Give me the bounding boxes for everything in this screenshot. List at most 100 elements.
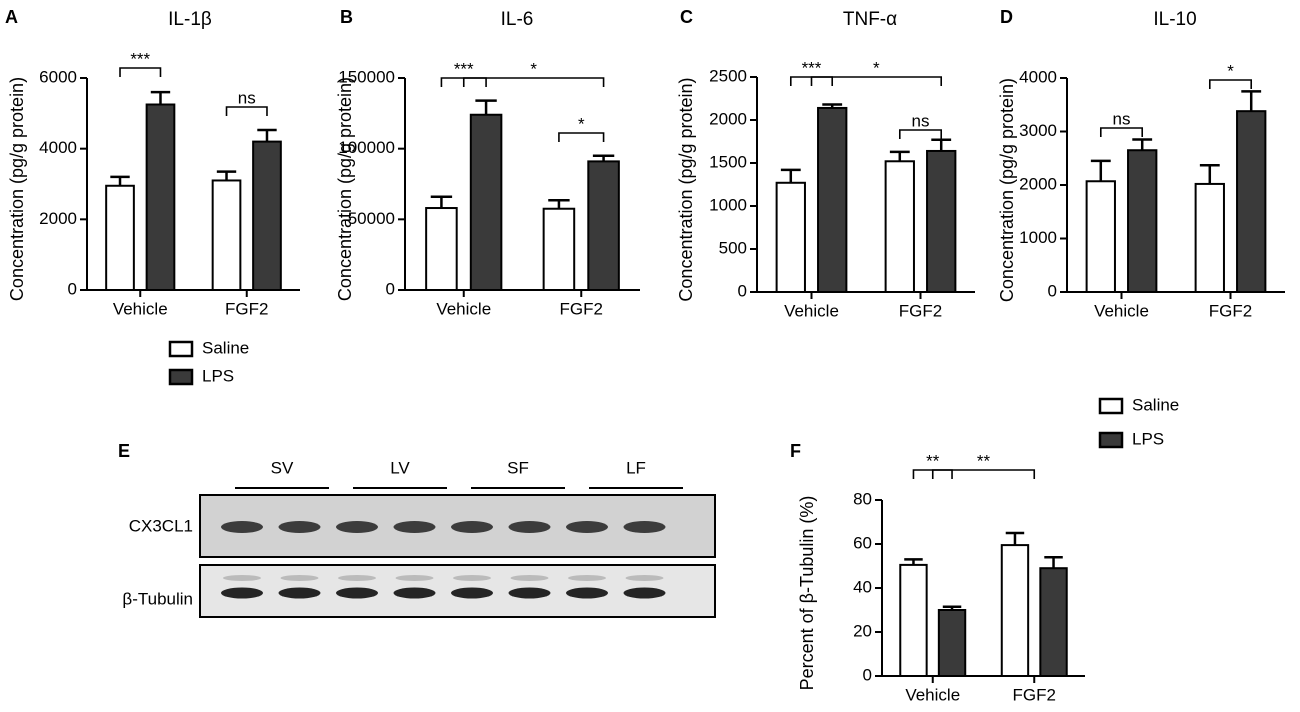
y-axis-label: Percent of β-Tubulin (%) [797,496,817,691]
legend-swatch [168,340,194,358]
faint-band [280,575,319,581]
bar [899,563,928,678]
protein-band [566,587,608,599]
protein-band [221,587,263,599]
faint-band [395,575,434,581]
faint-band [568,575,606,581]
y-tick-label: 80 [853,489,872,508]
bar [425,207,458,292]
lane-label: LF [626,458,646,477]
chart-title: IL-1β [168,9,212,30]
x-tick-label: Vehicle [1094,301,1149,320]
x-tick-label: FGF2 [225,299,268,318]
y-axis-label: Concentration (pg/g protein) [7,77,27,301]
protein-band [336,587,378,599]
bar [884,160,915,293]
significance-bracket [931,469,1036,479]
significance-bracket [119,67,162,77]
y-tick-label: 20 [853,621,872,640]
faint-band [338,575,376,581]
chart-title: IL-6 [501,9,534,30]
panel-letter: F [790,441,801,461]
x-tick-label: Vehicle [113,299,168,318]
y-tick-label: 500 [719,238,747,257]
significance-bracket [810,76,943,86]
bar [1000,544,1030,677]
significance-label: * [578,114,585,133]
y-axis-label: Concentration (pg/g protein) [676,77,696,301]
chart-panel: D IL-10 Concentration (pg/g protein) 0 1000 2… [997,7,1285,320]
bar [1085,180,1116,294]
chart-panel: F Percent of β-Tubulin (%) 0 20 40 60 80 Vehicl… [790,395,1179,704]
protein-band [336,521,378,533]
bar [469,113,503,291]
faint-band [625,575,664,581]
protein-band [221,521,263,533]
x-tick-label: FGF2 [1013,685,1056,704]
bar [1127,149,1158,293]
bar [937,609,967,677]
x-tick-label: FGF2 [1209,301,1252,320]
bar [1236,110,1267,293]
y-tick-label: 60 [853,533,872,552]
y-tick-label: 40 [853,577,872,596]
lane-label: SF [507,458,529,477]
y-tick-label: 2000 [1019,174,1057,193]
legend-swatch [1098,431,1124,449]
bar [145,103,176,291]
chart-panel: B IL-6 Concentration (pg/g protein) 0 50000 1… [335,7,640,318]
bar [926,149,957,293]
y-tick-label: 0 [863,665,872,684]
protein-band [451,521,493,533]
protein-band [508,521,551,533]
panel-letter: E [118,441,130,461]
legend-label: LPS [202,366,234,385]
protein-band [623,587,666,599]
chart-panel: C TNF-α Concentration (pg/g protein) 0 500 10… [676,7,975,320]
y-tick-label: 2000 [709,109,747,128]
protein-band [278,521,321,533]
western-blot: E SV LV SF LF CX3CL1 β-Tubulin [118,441,716,618]
protein-band [451,587,493,599]
y-tick-label: 2500 [709,66,747,85]
x-tick-label: Vehicle [436,299,491,318]
row-label: CX3CL1 [129,516,193,535]
significance-label: ** [926,451,940,470]
y-axis-label: Concentration (pg/g protein) [997,78,1017,302]
legend-label: Saline [1132,395,1179,414]
y-tick-label: 0 [68,279,77,298]
chart-title: IL-10 [1153,9,1196,30]
protein-band [623,521,666,533]
y-tick-label: 0 [738,281,747,300]
bar [542,207,576,292]
y-tick-label: 6000 [39,67,77,86]
bar [1039,567,1068,678]
legend-swatch [1098,397,1124,415]
protein-band [393,521,436,533]
row-label: β-Tubulin [122,589,193,608]
bar [252,140,282,291]
significance-label: ** [977,451,991,470]
panel-letter: B [340,7,353,27]
y-tick-label: 0 [386,279,395,298]
significance-bracket [1099,127,1144,137]
significance-bracket [1208,79,1253,89]
faint-band [453,575,491,581]
bar [587,160,620,291]
significance-bracket [462,77,605,87]
lane-label: LV [390,458,410,477]
legend-swatch [168,368,194,386]
bar [775,181,806,293]
bar [211,179,242,291]
y-tick-label: 2000 [39,209,77,228]
significance-bracket [898,129,943,139]
y-tick-label: 50000 [348,209,395,228]
y-tick-label: 150000 [338,67,395,86]
significance-label: ns [912,111,930,130]
bar [1194,182,1225,293]
significance-label: ns [238,88,256,107]
significance-label: ns [1113,109,1131,128]
y-tick-label: 3000 [1019,121,1057,140]
panel-letter: C [680,7,693,27]
y-tick-label: 4000 [39,138,77,157]
